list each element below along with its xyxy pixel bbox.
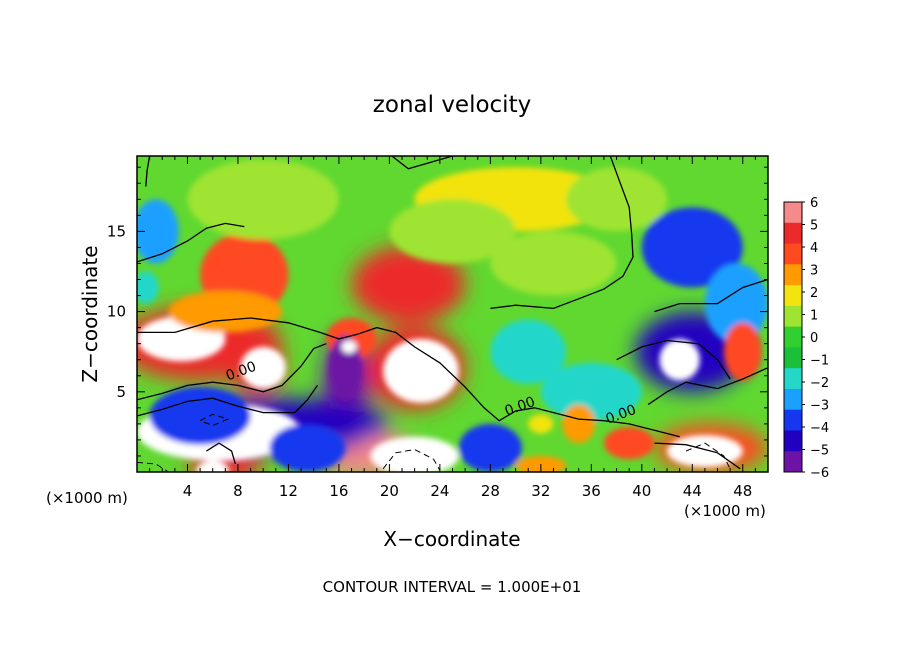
heat-blob-23: [137, 271, 159, 304]
contour-line-11: [654, 442, 741, 470]
colorbar-swatch: [784, 368, 802, 390]
heat-blob-11: [370, 436, 459, 472]
colorbar-swatch: [784, 347, 802, 369]
heat-blob-20: [269, 423, 346, 472]
colorbar-label: 0: [810, 331, 818, 346]
heat-blob-26: [641, 207, 743, 288]
heat-blob-14: [341, 340, 357, 354]
contour-line-4: [145, 156, 151, 187]
heat-blob-22: [137, 199, 179, 264]
contour-line-12: [199, 413, 230, 427]
x-tick-label: 16: [329, 482, 348, 500]
colorbar-label: −4: [810, 421, 829, 436]
colorbar-swatch: [784, 222, 802, 245]
x-axis-label: X−coordinate: [383, 527, 520, 551]
contour-line-10: [206, 442, 237, 465]
colorbar-swatch: [784, 305, 802, 328]
colorbar-swatch: [784, 264, 802, 286]
colorbar-label: −6: [810, 466, 829, 481]
contour-line-13: [382, 448, 441, 471]
contour-line-3: [137, 222, 245, 263]
heat-blob-19: [196, 460, 230, 472]
x-tick-label: 48: [733, 482, 752, 500]
contour-line-15: [685, 442, 731, 470]
colorbar-swatch: [784, 243, 802, 265]
x-tick-label: 20: [380, 482, 399, 500]
x-tick-label: 44: [683, 482, 702, 500]
contour-line-6: [391, 156, 453, 170]
heat-blob-30: [723, 322, 762, 381]
colorbar-label: 1: [810, 309, 818, 324]
contour-line-1: [137, 343, 327, 401]
heat-blob-32: [667, 435, 743, 468]
x-tick-label: 32: [531, 482, 550, 500]
colorbar-swatch: [784, 326, 802, 348]
colorbar-label: −2: [810, 376, 829, 391]
heat-blob-35: [528, 414, 554, 434]
colorbar-label: −3: [810, 399, 829, 414]
heat-blob-38: [389, 199, 516, 264]
x-tick-label: 4: [183, 482, 193, 500]
colorbar-label: 3: [810, 264, 818, 279]
colorbar-swatch: [784, 430, 802, 452]
heat-blob-41: [187, 159, 339, 240]
colorbar: 6 5 4 3 2 1 0 −1 −2 −3 −4 −5 −6: [783, 196, 829, 481]
y-axis-label: Z−coordinate: [78, 245, 102, 382]
colorbar-swatch: [784, 409, 802, 431]
heat-blob-34: [562, 404, 596, 444]
x-tick-label: 28: [481, 482, 500, 500]
colorbar-swatch: [784, 388, 802, 411]
contour-line-7: [654, 278, 768, 313]
colorbar-label: 5: [810, 219, 818, 234]
x-unit-right: (×1000 m): [684, 502, 766, 520]
y-tick-label: 10: [107, 303, 126, 321]
colorbar-swatch: [784, 285, 802, 307]
heat-blob-33: [603, 427, 655, 460]
heat-blob-5: [168, 290, 283, 333]
heat-blob-29: [659, 338, 700, 381]
heat-blob-25: [540, 362, 642, 421]
heatmap-field: [137, 156, 768, 472]
x-tick-label: 24: [430, 482, 449, 500]
colorbar-label: −5: [810, 444, 829, 459]
y-tick-label: 5: [116, 383, 126, 401]
colorbar-label: −1: [810, 354, 829, 369]
x-tick-label: 12: [279, 482, 298, 500]
x-tick-label: 40: [632, 482, 651, 500]
heat-blob-36: [515, 455, 567, 472]
colorbar-swatch: [784, 451, 802, 473]
x-unit-left: (×1000 m): [46, 489, 128, 507]
x-axis: 4 8 12 16 20 24 28 32 36 40 44 48: [149, 156, 756, 500]
heat-blob-39: [490, 231, 617, 296]
colorbar-label: 6: [810, 196, 818, 211]
heat-blob-40: [566, 167, 668, 232]
x-tick-label: 36: [582, 482, 601, 500]
chart-title: zonal velocity: [373, 92, 531, 118]
heat-blob-21: [458, 423, 522, 472]
heat-blob-24: [490, 319, 567, 384]
heat-blob-8: [383, 338, 459, 404]
contour-line-0: [137, 317, 680, 438]
heat-blob-17: [149, 386, 251, 445]
heat-blob-6: [351, 245, 466, 323]
contour-line-2: [137, 385, 319, 417]
y-tick-label: 15: [107, 222, 126, 240]
x-tick-label: 8: [233, 482, 243, 500]
contour-interval-note: CONTOUR INTERVAL = 1.000E+01: [323, 578, 582, 596]
heat-blob-27: [704, 263, 768, 344]
contour-line-5: [490, 156, 634, 310]
heat-blob-3: [240, 346, 286, 389]
colorbar-label: 2: [810, 286, 818, 301]
contour-line-8: [647, 367, 768, 406]
contour-line-9: [616, 339, 731, 380]
y-axis: 5 10 15: [107, 166, 768, 457]
colorbar-label: 4: [810, 241, 818, 256]
colorbar-swatch: [784, 202, 802, 224]
